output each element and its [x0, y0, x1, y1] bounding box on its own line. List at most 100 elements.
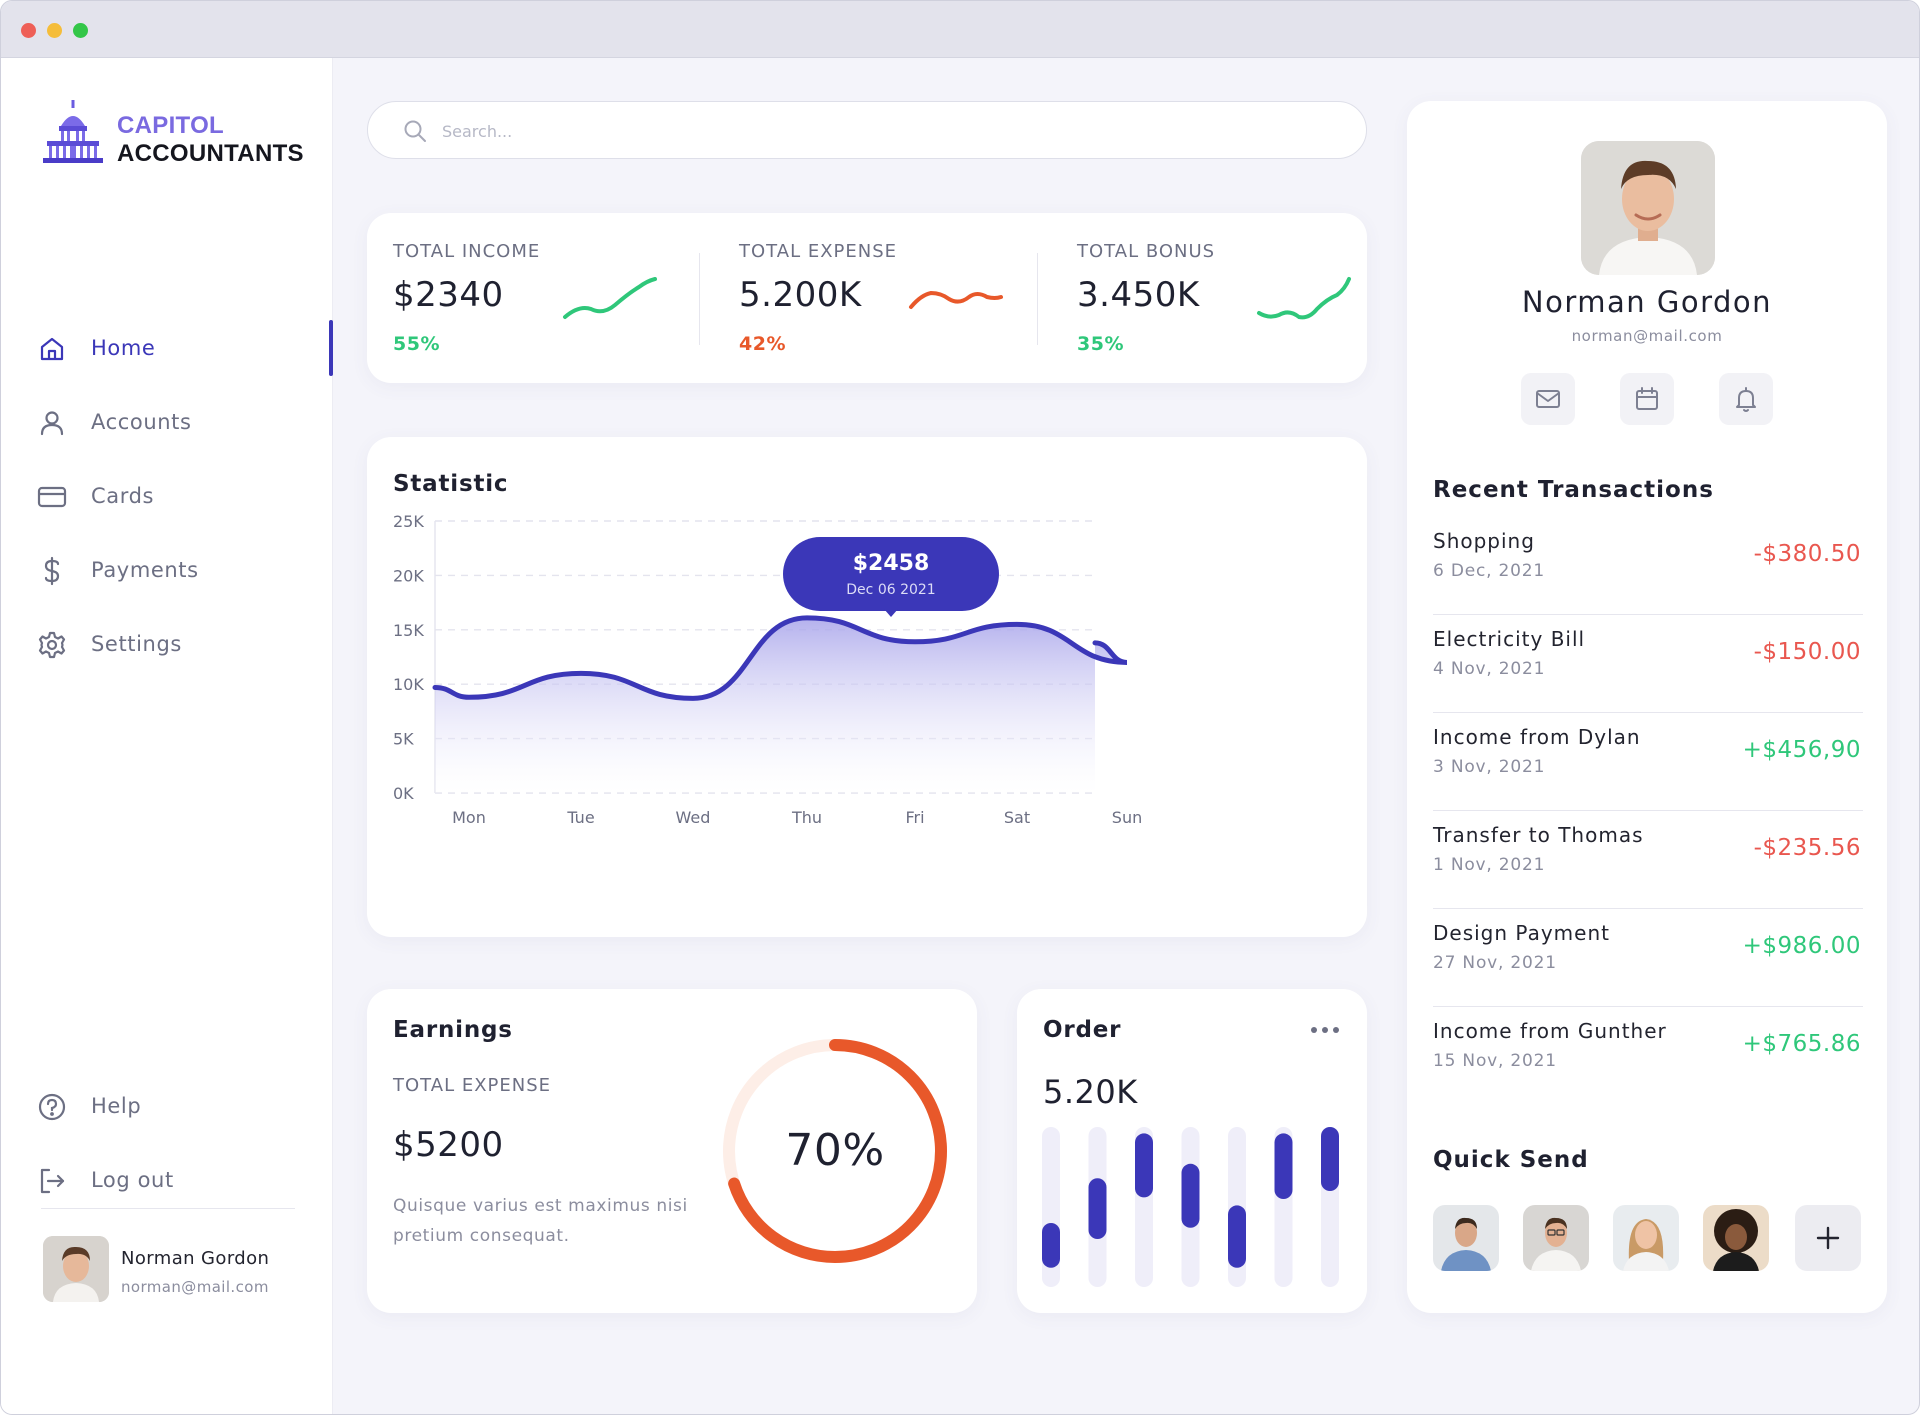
- minimize-window-button[interactable]: [47, 23, 62, 38]
- statistic-card: Statistic 25K 20K 15K 10K 5K 0K Mon Tue Wed Thu F…: [367, 437, 1367, 937]
- quick-send-title: Quick Send: [1433, 1147, 1589, 1173]
- transaction-amount: -$380.50: [1753, 541, 1861, 567]
- transaction-date: 6 Dec, 2021: [1433, 561, 1545, 581]
- transaction-name: Design Payment: [1433, 921, 1610, 945]
- y-tick-label: 0K: [393, 784, 414, 803]
- recent-transactions-title: Recent Transactions: [1433, 477, 1714, 503]
- earnings-description: Quisque varius est maximus nisi pretium …: [393, 1196, 688, 1246]
- nav-label: Payments: [91, 558, 199, 582]
- help-circle-icon: [38, 1093, 66, 1121]
- progress-ring: [723, 1039, 947, 1263]
- transaction-row[interactable]: Transfer to Thomas 1 Nov, 2021 -$235.56: [1433, 811, 1863, 909]
- nav-item-accounts[interactable]: Accounts: [1, 394, 333, 450]
- order-bar: [1181, 1163, 1200, 1228]
- x-tick-label: Thu: [791, 808, 822, 827]
- tooltip-pointer: [884, 609, 898, 617]
- nav-item-settings[interactable]: Settings: [1, 616, 333, 672]
- transaction-row[interactable]: Shopping 6 Dec, 2021 -$380.50: [1433, 517, 1863, 615]
- add-contact-button[interactable]: [1795, 1205, 1861, 1271]
- x-tick-label: Sat: [1004, 808, 1030, 827]
- order-bar: [1135, 1133, 1153, 1198]
- sparkline-up-icon: [563, 277, 657, 319]
- transaction-amount: -$150.00: [1753, 639, 1861, 665]
- nav-label: Log out: [91, 1168, 174, 1192]
- order-bar: [1274, 1133, 1293, 1199]
- stat-value: 5.200K: [739, 275, 862, 315]
- tooltip-value: $2458: [853, 551, 930, 576]
- credit-card-icon: [37, 486, 67, 508]
- user-email: norman@mail.com: [121, 1278, 269, 1296]
- brand-logo[interactable]: CAPITOL ACCOUNTANTS: [41, 100, 304, 170]
- transaction-name: Income from Dylan: [1433, 725, 1641, 749]
- quick-send-contact[interactable]: [1433, 1205, 1499, 1271]
- order-bar: [1088, 1178, 1107, 1239]
- profile-avatar[interactable]: [1581, 141, 1715, 275]
- transaction-name: Transfer to Thomas: [1433, 823, 1644, 847]
- stat-divider: [1037, 253, 1038, 345]
- nav-label: Help: [91, 1094, 142, 1118]
- x-tick-label: Sun: [1112, 808, 1142, 827]
- stat-label: TOTAL EXPENSE: [739, 241, 898, 262]
- brand-name-line1: CAPITOL: [117, 112, 224, 139]
- order-card: Order 5.20K: [1017, 989, 1367, 1313]
- earnings-label: TOTAL EXPENSE: [393, 1075, 552, 1096]
- nav-item-home[interactable]: Home: [1, 320, 333, 376]
- quick-send-contact[interactable]: [1613, 1205, 1679, 1271]
- transaction-amount: +$765.86: [1742, 1031, 1861, 1057]
- stat-total-bonus: TOTAL BONUS 3.450K 35%: [1051, 213, 1371, 383]
- nav-item-payments[interactable]: Payments: [1, 542, 333, 598]
- stats-card: TOTAL INCOME $2340 55% TOTAL EXPENSE 5.2…: [367, 213, 1367, 383]
- notifications-button[interactable]: [1719, 373, 1773, 425]
- search-icon: [404, 120, 426, 142]
- nav-item-help[interactable]: Help: [1, 1078, 333, 1134]
- stat-percent: 55%: [393, 333, 440, 355]
- chart-tooltip: $2458 Dec 06 2021: [783, 537, 999, 617]
- calendar-button[interactable]: [1620, 373, 1674, 425]
- stat-divider: [699, 253, 700, 345]
- nav-item-cards[interactable]: Cards: [1, 468, 333, 524]
- stat-value: $2340: [393, 275, 504, 315]
- transaction-date: 27 Nov, 2021: [1433, 953, 1557, 973]
- logout-icon: [40, 1168, 65, 1194]
- close-window-button[interactable]: [21, 23, 36, 38]
- sidebar: CAPITOL ACCOUNTANTS Home Accounts Cards: [1, 58, 333, 1414]
- search-input[interactable]: [442, 112, 1322, 150]
- transaction-date: 15 Nov, 2021: [1433, 1051, 1557, 1071]
- order-bar: [1042, 1223, 1060, 1268]
- transaction-row[interactable]: Income from Dylan 3 Nov, 2021 +$456,90: [1433, 713, 1863, 811]
- transaction-row[interactable]: Income from Gunther 15 Nov, 2021 +$765.8…: [1433, 1007, 1863, 1105]
- quick-send-contact[interactable]: [1523, 1205, 1589, 1271]
- capitol-dome-icon: [43, 100, 103, 163]
- search-bar: [367, 101, 1367, 159]
- order-bar: [1228, 1205, 1246, 1268]
- nav-item-logout[interactable]: Log out: [1, 1152, 333, 1208]
- transaction-row[interactable]: Electricity Bill 4 Nov, 2021 -$150.00: [1433, 615, 1863, 713]
- avatar: [43, 1236, 109, 1302]
- sidebar-user[interactable]: Norman Gordon norman@mail.com: [41, 1236, 301, 1306]
- transaction-date: 4 Nov, 2021: [1433, 659, 1546, 679]
- transaction-row[interactable]: Design Payment 27 Nov, 2021 +$986.00: [1433, 909, 1863, 1007]
- maximize-window-button[interactable]: [73, 23, 88, 38]
- nav-label: Cards: [91, 484, 155, 508]
- quick-send-contact[interactable]: [1703, 1205, 1769, 1271]
- transaction-date: 1 Nov, 2021: [1433, 855, 1546, 875]
- user-icon: [40, 411, 64, 436]
- earnings-value: $5200: [393, 1125, 504, 1165]
- sparkline-wave-icon: [909, 290, 1003, 309]
- bell-icon: [1736, 387, 1756, 412]
- nav-label: Home: [91, 336, 156, 360]
- stat-value: 3.450K: [1077, 275, 1200, 315]
- home-icon: [40, 337, 64, 361]
- order-bar: [1321, 1127, 1339, 1191]
- mail-button[interactable]: [1521, 373, 1575, 425]
- title-bar: [1, 1, 1919, 58]
- profile-email: norman@mail.com: [1571, 327, 1723, 345]
- more-options-icon[interactable]: [1305, 1015, 1345, 1045]
- nav-label: Settings: [91, 632, 182, 656]
- y-tick-label: 15K: [393, 621, 424, 640]
- stat-percent: 35%: [1077, 333, 1124, 355]
- statistic-chart[interactable]: 25K 20K 15K 10K 5K 0K Mon Tue Wed Thu Fri Sat Sun $…: [367, 437, 1367, 937]
- stat-label: TOTAL INCOME: [393, 241, 541, 262]
- x-tick-label: Tue: [566, 808, 594, 827]
- progress-percent: 70%: [785, 1125, 885, 1176]
